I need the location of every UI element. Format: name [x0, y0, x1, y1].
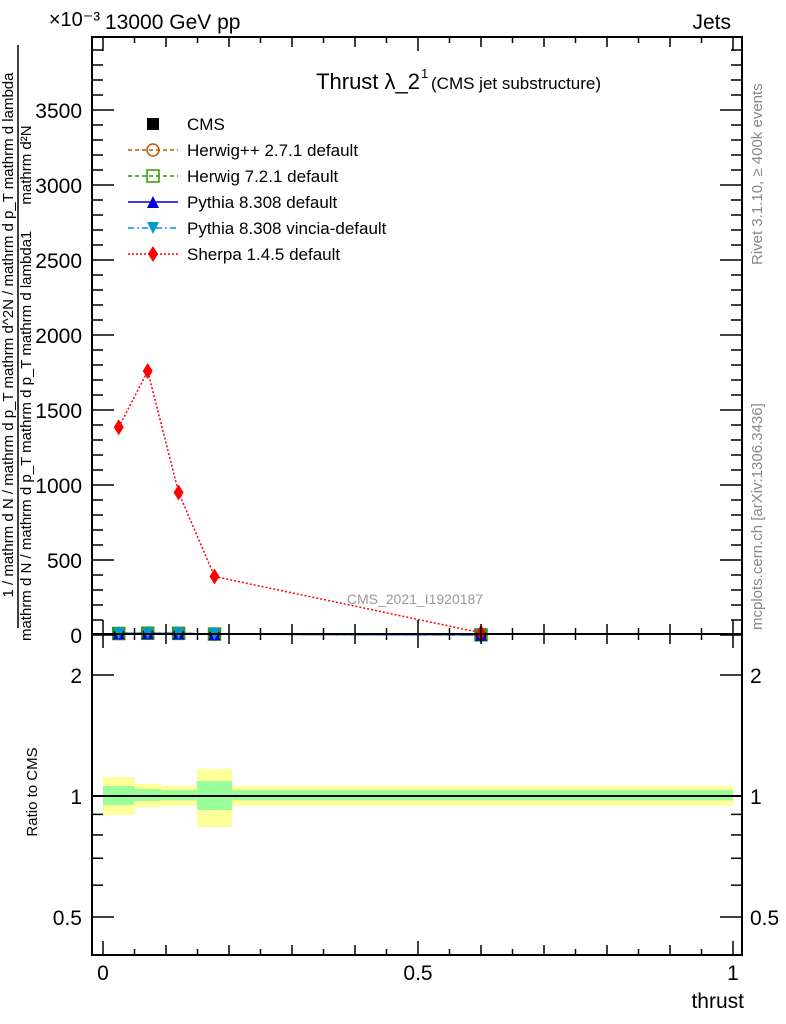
y-tick-label: 3500 [35, 100, 82, 123]
legend-label: Pythia 8.308 default [187, 193, 338, 212]
axis-ticks: 0 0.5 1 0 500 1000 1500 2000 2500 3000 3500 0.5 0.5 1… [35, 37, 779, 985]
ratio-frame [91, 633, 743, 956]
y-axis-label: 1 / mathrm d N / mathrm d p_T mathrm d^2… [0, 45, 35, 641]
legend-item: Pythia 8.308 vincia-default [128, 219, 387, 238]
chart-subtitle: (CMS jet substructure) [431, 74, 601, 93]
ylabel-numerator: mathrm d²N [18, 125, 35, 204]
mcplots-label: mcplots.cern.ch [arXiv:1306.3436] [749, 403, 766, 630]
ylabel-full: 1 / mathrm d N / mathrm d p_T mathrm d^2… [0, 72, 17, 598]
legend-label: Herwig++ 2.7.1 default [187, 141, 358, 160]
ratio-tick-label-right: 2 [750, 665, 762, 688]
y-tick-label: 0 [70, 625, 82, 648]
legend-label: Sherpa 1.4.5 default [187, 245, 340, 264]
analysis-watermark: CMS_2021_I1920187 [347, 591, 483, 607]
legend-label: CMS [187, 115, 225, 134]
y-tick-label: 1500 [35, 400, 82, 423]
rivet-label: Rivet 3.1.10, ≥ 400k events [749, 83, 766, 265]
energy-label: 13000 GeV pp [105, 11, 240, 34]
ratio-tick-label: 1 [70, 786, 82, 809]
x-tick-label: 0.5 [403, 962, 432, 985]
legend-item: Herwig++ 2.7.1 default [128, 141, 358, 160]
ratio-bands [92, 769, 742, 828]
legend-marker [147, 196, 159, 208]
x-tick-label: 1 [727, 962, 739, 985]
category-label: Jets [692, 11, 731, 34]
y-tick-label: 1000 [35, 475, 82, 498]
multiplier-label: ×10⁻³ [49, 9, 100, 31]
ylabel-denominator: mathrm d N / mathrm d p_T mathrm d p_T m… [18, 238, 35, 641]
y-tick-label: 2500 [35, 250, 82, 273]
ratio-tick-label: 0.5 [53, 907, 82, 930]
data-point [113, 419, 124, 436]
legend: CMS Herwig++ 2.7.1 default Herwig 7.2.1 de… [128, 115, 387, 264]
legend-marker [146, 143, 160, 157]
legend-item: Herwig 7.2.1 default [128, 167, 338, 186]
legend-marker [147, 222, 159, 234]
data-point [142, 363, 153, 379]
x-tick-label: 0 [97, 962, 109, 985]
chart-title-sup: 1 [421, 66, 428, 81]
chart-title: Thrust λ_2 [316, 69, 420, 94]
legend-label: Herwig 7.2.1 default [187, 167, 338, 186]
legend-marker [146, 169, 160, 183]
y-tick-label: 3000 [35, 175, 82, 198]
legend-marker [148, 246, 158, 262]
x-axis-label: thrust [691, 990, 744, 1013]
ylabel-one: 1 [18, 231, 35, 239]
data-point [173, 484, 184, 501]
legend-label: Pythia 8.308 vincia-default [187, 219, 387, 238]
ratio-ylabel: Ratio to CMS [24, 747, 41, 836]
y-tick-label: 2000 [35, 325, 82, 348]
legend-item: Sherpa 1.4.5 default [128, 245, 340, 264]
ratio-tick-label-right: 1 [750, 786, 762, 809]
legend-item: CMS [147, 115, 225, 134]
y-tick-label: 500 [47, 550, 82, 573]
data-point [209, 568, 220, 585]
legend-item: Pythia 8.308 default [128, 193, 338, 212]
legend-marker [147, 118, 159, 130]
ratio-tick-label: 2 [70, 665, 82, 688]
ratio-tick-label-right: 0.5 [750, 907, 779, 930]
